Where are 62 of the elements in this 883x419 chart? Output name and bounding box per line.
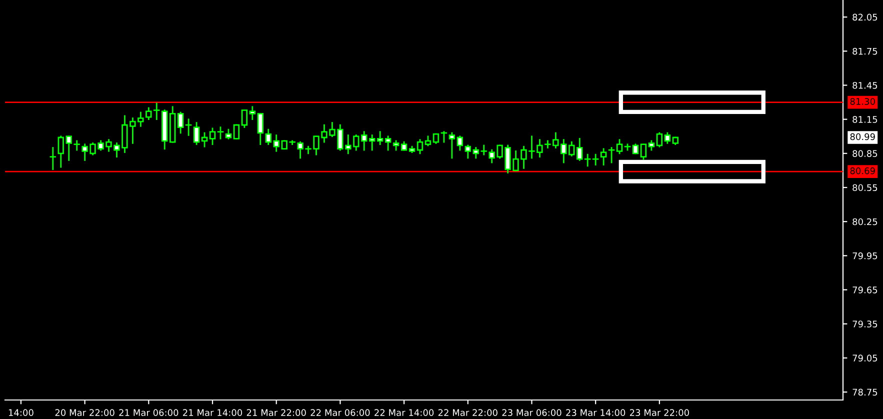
y-tick-label: 81.45 xyxy=(852,82,878,89)
candlestick xyxy=(664,132,671,144)
candlestick xyxy=(257,112,264,146)
y-tick-label: 78.75 xyxy=(852,388,878,396)
candlestick xyxy=(193,122,200,146)
y-tick-label: 79.95 xyxy=(852,252,878,260)
candlestick xyxy=(58,136,64,168)
candlestick xyxy=(225,128,232,140)
x-tick-label: 21 Mar 06:00 xyxy=(119,409,178,416)
x-tick-label: 22 Mar 06:00 xyxy=(310,409,370,416)
y-tick-label: 82.05 xyxy=(852,14,878,21)
candlestick xyxy=(472,147,479,159)
x-tick-label: 23 Mar 06:00 xyxy=(502,409,562,416)
candlestick xyxy=(233,124,240,140)
candlestick xyxy=(177,112,184,134)
y-tick-label: 80.25 xyxy=(852,218,878,226)
candlestick xyxy=(249,106,256,120)
x-tick-label: 23 Mar 22:00 xyxy=(630,409,689,416)
candlestick xyxy=(456,136,464,151)
y-tick-label: 79.65 xyxy=(852,286,878,294)
x-tick-label: 21 Mar 22:00 xyxy=(246,409,306,416)
x-tick-label: 22 Mar 14:00 xyxy=(374,409,434,416)
candlestick xyxy=(632,144,639,154)
candlestick xyxy=(377,131,384,146)
y-tick-label: 79.05 xyxy=(852,354,878,362)
candlestick xyxy=(369,134,376,151)
y-tick-label: 80.85 xyxy=(852,150,878,157)
candlestick xyxy=(209,128,216,146)
candlestick xyxy=(154,102,160,120)
candlestick xyxy=(146,107,152,120)
x-tick-label: 23 Mar 14:00 xyxy=(566,409,626,416)
y-tick-label: 81.75 xyxy=(852,48,878,55)
candlestick xyxy=(217,126,224,140)
candlestick xyxy=(584,154,591,167)
ref-line-label: 81.30 xyxy=(850,98,875,105)
y-tick-label: 79.35 xyxy=(852,320,878,328)
candlestick xyxy=(384,136,392,151)
candlestick xyxy=(432,133,440,144)
candlestick xyxy=(424,136,432,146)
y-tick-label: 81.15 xyxy=(852,116,878,123)
y-tick-label: 80.55 xyxy=(852,184,878,192)
candlestick xyxy=(241,110,248,128)
candlestick xyxy=(392,140,400,151)
candlestick xyxy=(616,139,623,154)
candlestick xyxy=(576,138,583,161)
x-tick-label: 22 Mar 22:00 xyxy=(438,409,498,416)
x-tick-label: 14:00 xyxy=(8,409,34,416)
candlestick xyxy=(464,144,471,159)
candlestick xyxy=(592,154,599,166)
x-tick-label: 20 Mar 22:00 xyxy=(55,409,114,416)
x-tick-label: 21 Mar 14:00 xyxy=(183,409,242,416)
ref-line-label: 80.69 xyxy=(850,167,875,174)
candlestick xyxy=(656,132,663,148)
candlestick xyxy=(201,132,208,148)
text: 80.99 xyxy=(850,133,875,140)
candlestick xyxy=(640,144,647,160)
candlestick xyxy=(265,128,272,146)
candlestick xyxy=(648,140,655,151)
candlestick xyxy=(600,148,607,166)
candlestick xyxy=(50,147,56,170)
candlestick xyxy=(448,132,456,159)
candlestick xyxy=(416,139,424,154)
